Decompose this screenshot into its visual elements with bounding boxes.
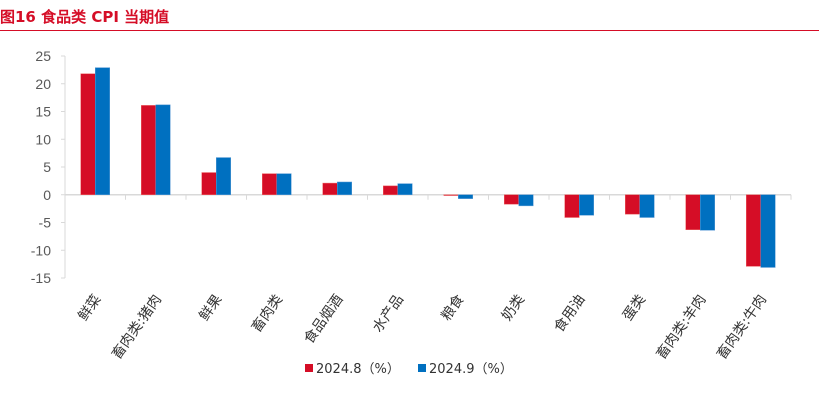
bar-蛋类-series-1 xyxy=(639,194,655,218)
legend-label-0: 2024.8（%） xyxy=(316,362,400,377)
legend-swatch-1 xyxy=(418,364,426,372)
x-category-label: 畜肉类:羊肉 xyxy=(654,292,710,362)
y-tick-label: 15 xyxy=(35,104,51,120)
x-category-label: 畜肉类:牛肉 xyxy=(714,292,770,362)
bar-食品烟酒-series-1 xyxy=(337,181,352,196)
x-category-label: 鲜菜 xyxy=(75,292,104,324)
x-category-label: 奶类 xyxy=(499,292,528,324)
bar-粮食-series-0 xyxy=(443,194,459,196)
y-tick-label: 5 xyxy=(43,159,51,175)
x-category-label: 食品烟酒 xyxy=(300,291,346,347)
legend-swatch-0 xyxy=(305,364,313,372)
y-tick-label: -5 xyxy=(39,215,52,231)
x-category-label: 畜肉类 xyxy=(249,292,286,336)
bar-畜肉类:猪肉-series-1 xyxy=(155,104,171,195)
bar-畜肉类:羊肉-series-1 xyxy=(700,194,715,231)
bar-粮食-series-1 xyxy=(458,194,473,199)
bar-畜肉类-series-1 xyxy=(276,173,292,196)
bar-鲜果-series-1 xyxy=(216,157,231,196)
y-tick-label: -15 xyxy=(31,270,51,286)
bar-蛋类-series-0 xyxy=(625,194,640,215)
bar-水产品-series-0 xyxy=(383,185,398,195)
x-category-label: 鲜果 xyxy=(196,292,225,324)
y-tick-label: 10 xyxy=(35,131,51,147)
bar-奶类-series-0 xyxy=(504,194,519,205)
legend-label-1: 2024.9（%） xyxy=(429,362,513,377)
bar-畜肉类-series-0 xyxy=(262,173,277,196)
bar-鲜果-series-0 xyxy=(201,172,217,196)
bar-畜肉类:牛肉-series-0 xyxy=(746,194,761,267)
bar-畜肉类:羊肉-series-0 xyxy=(685,194,701,230)
x-category-label: 粮食 xyxy=(438,291,468,324)
bar-奶类-series-1 xyxy=(518,194,534,207)
title-divider xyxy=(0,30,819,31)
x-category-label: 水产品 xyxy=(370,292,407,336)
y-tick-label: 25 xyxy=(35,48,51,64)
bar-畜肉类:牛肉-series-1 xyxy=(760,194,776,268)
x-category-label: 畜肉类:猪肉 xyxy=(109,292,165,362)
y-tick-label: -10 xyxy=(31,242,51,258)
bar-鲜菜-series-1 xyxy=(95,67,110,195)
y-tick-label: 0 xyxy=(43,187,51,203)
bar-食品烟酒-series-0 xyxy=(322,182,338,196)
x-category-label: 食用油 xyxy=(551,291,589,335)
chart-title: 图16 食品类 CPI 当期值 xyxy=(0,8,170,26)
bar-畜肉类:猪肉-series-0 xyxy=(141,105,156,195)
x-category-label: 蛋类 xyxy=(620,292,649,324)
bar-鲜菜-series-0 xyxy=(80,73,96,195)
bar-食用油-series-1 xyxy=(579,194,594,216)
bar-水产品-series-1 xyxy=(397,183,413,195)
bar-食用油-series-0 xyxy=(564,194,580,218)
y-tick-label: 20 xyxy=(35,76,51,92)
